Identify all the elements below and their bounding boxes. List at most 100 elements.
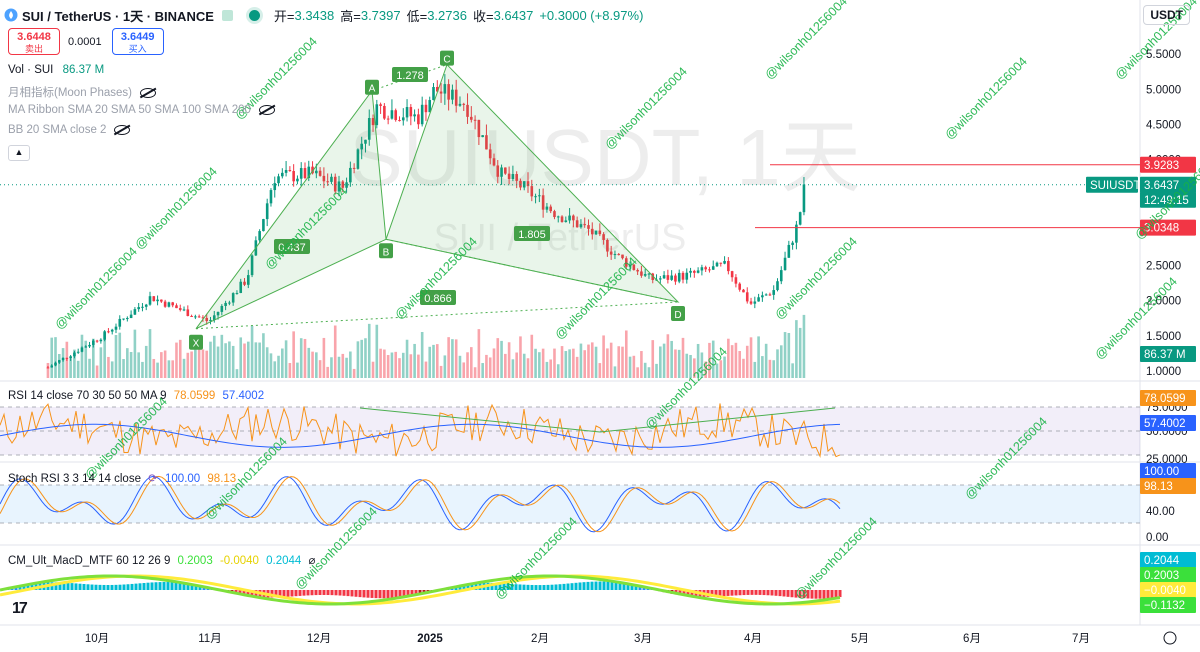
candle-body (530, 186, 534, 197)
price-tick: 4.5000 (1146, 120, 1181, 132)
currency-selector[interactable]: USDT (1143, 5, 1190, 25)
volume-badge: 86.37 M (1144, 349, 1186, 361)
candle-body (201, 317, 205, 319)
macd-histogram-bar (326, 590, 330, 596)
volume-bar (220, 334, 224, 378)
volume-bar (386, 355, 390, 378)
candle-body (779, 270, 783, 282)
volume-bar (530, 334, 534, 378)
volume-bar (367, 323, 371, 378)
ma-legend[interactable]: MA Ribbon SMA 20 SMA 50 SMA 100 SMA 200 (8, 104, 275, 116)
macd-histogram-bar (558, 584, 562, 590)
volume-bar (235, 369, 239, 378)
volume-bar (511, 359, 515, 378)
macd-histogram-bar (766, 590, 770, 596)
volume-bar (205, 350, 209, 378)
bb-legend[interactable]: BB 20 SMA close 2 (8, 124, 131, 136)
macd-histogram-bar (182, 583, 186, 590)
volume-bar (307, 347, 311, 378)
buy-button[interactable]: 3.6449 买入 (111, 28, 164, 55)
collapse-legend-button[interactable]: ▲ (8, 145, 30, 161)
volume-bar (779, 345, 783, 378)
rsi-legend[interactable]: RSI 14 close 70 30 50 50 MA 9 78.0599 57… (8, 390, 264, 402)
candle-body (647, 273, 651, 275)
candle-body (269, 190, 273, 204)
candle-body (107, 331, 110, 333)
macd-histogram-bar (758, 590, 762, 595)
macd-histogram-bar (354, 590, 358, 597)
candle-body (538, 195, 541, 197)
rsi-value: 78.0599 (173, 390, 216, 402)
volume-bar (454, 339, 458, 378)
macd-histogram-bar (498, 583, 502, 590)
volume-bar (99, 347, 103, 378)
volume-bar (708, 342, 711, 378)
macd-histogram-bar (362, 590, 366, 598)
tradingview-logo[interactable]: 17 (12, 600, 28, 617)
price-tick: 5.0000 (1146, 84, 1181, 96)
time-tick: 7月 (1072, 633, 1090, 645)
volume-bar (572, 348, 575, 378)
macd-histogram-bar (590, 581, 594, 590)
candle-body (594, 230, 598, 235)
candle-body (299, 168, 303, 179)
volume-bar (451, 339, 454, 378)
volume-bar (602, 335, 605, 378)
candle-body (628, 264, 632, 267)
volume-bar (171, 360, 174, 378)
volume-bar (356, 341, 360, 378)
macd-histogram-bar (338, 590, 342, 596)
volume-bar (504, 353, 507, 378)
symbol-title[interactable]: SUI / TetherUS · 1天 · BINANCE (22, 8, 214, 24)
macd-histogram-bar (22, 584, 26, 590)
candle-body (556, 216, 560, 218)
macd-histogram-bar (298, 590, 302, 596)
watermark-title: SUIUSDT, 1天 (349, 113, 860, 202)
volume-bar (76, 360, 80, 378)
candle-body (235, 292, 239, 294)
candle-body (666, 275, 670, 280)
volume-bar (288, 362, 292, 378)
candle-body (360, 143, 363, 150)
macd-histogram-bar (342, 590, 346, 596)
macd-histogram-bar (106, 585, 110, 590)
candle-body (643, 274, 647, 276)
volume-legend[interactable]: Vol · SUI 86.37 M (8, 64, 104, 76)
macd-histogram-bar (198, 585, 202, 590)
sell-button[interactable]: 3.6448 卖出 (8, 28, 60, 55)
candle-body (80, 347, 84, 352)
harmonic-xd-line (195, 301, 679, 330)
volume-bar (273, 361, 277, 378)
macd-histogram-bar (122, 584, 126, 590)
volume-bar (768, 359, 772, 378)
macd-histogram-bar (146, 582, 150, 590)
volume-bar (473, 367, 477, 378)
volume-bar (719, 360, 723, 378)
stoch-legend[interactable]: Stoch RSI 3 3 14 14 close ⟳ 100.00 98.13 (8, 471, 236, 485)
volume-bar (749, 337, 753, 378)
order-panel: 3.6448 卖出 0.0001 3.6449 买入 (8, 28, 164, 55)
refresh-icon: ⟳ (148, 473, 158, 485)
ratio-ac-label-bg (392, 67, 428, 82)
volume-bar (424, 361, 428, 378)
macd-legend[interactable]: CM_Ult_MacD_MTF 60 12 26 9 0.2003 -0.004… (8, 553, 315, 567)
macd-histogram-bar (302, 590, 306, 596)
macd-histogram-bar (730, 590, 734, 596)
hidden-eye-icon[interactable] (139, 87, 156, 98)
volume-bar (435, 344, 439, 378)
stoch-d-badge-bg (1140, 478, 1196, 494)
hidden-eye-icon[interactable] (258, 104, 275, 115)
candle-body (265, 203, 269, 220)
volume-bar (144, 345, 148, 378)
volume-bar (764, 343, 768, 378)
volume-bar (265, 347, 269, 378)
hidden-eye-icon[interactable] (114, 124, 131, 135)
volume-bar (647, 367, 651, 378)
moon-legend[interactable]: 月相指标(Moon Phases) (8, 84, 156, 100)
volume-bar (133, 329, 137, 378)
macd-histogram-bar (54, 582, 58, 590)
overlay-watermark-text: @wilsonh01256004 (942, 54, 1030, 142)
candle-body (443, 84, 447, 94)
volume-bar (776, 349, 779, 378)
